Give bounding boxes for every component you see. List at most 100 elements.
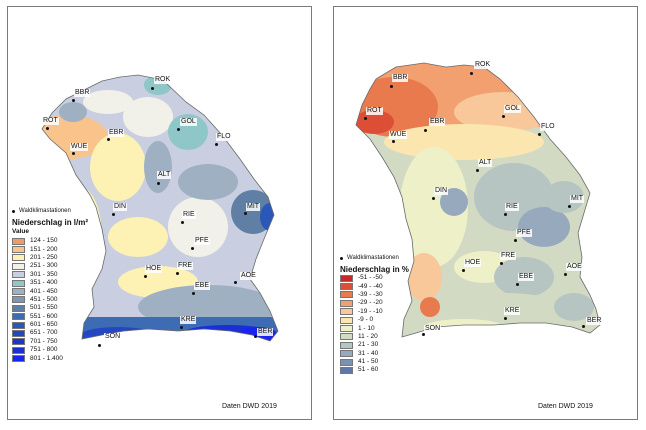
legend-class-row: 501 - 550 (12, 304, 88, 312)
legend-class-row: 351 - 400 (12, 279, 88, 287)
station-label-wue: WUE (70, 143, 89, 151)
station-label-flo: FLO (540, 123, 556, 131)
station-label-flo: FLO (216, 133, 232, 141)
map-legend: Waldklimastationen Niederschlag in l/m² … (12, 207, 88, 363)
legend-class-row: 11 - 20 (340, 333, 409, 341)
legend-title: Niederschlag in % (340, 265, 409, 274)
station-marker (176, 272, 179, 275)
legend-class-label: 31 - 40 (358, 349, 379, 357)
legend-class-label: -51 - -50 (358, 274, 383, 282)
station-label-fre: FRE (177, 262, 193, 270)
legend-class-label: -39 - -30 (358, 290, 383, 298)
legend-class-row: -9 - 0 (340, 316, 409, 324)
legend-station-marker: Waldklimastationen (12, 207, 88, 215)
station-label-rot: ROT (366, 107, 383, 115)
legend-swatch (12, 304, 25, 312)
station-marker (215, 143, 218, 146)
legend-class-row: 701 - 750 (12, 338, 88, 346)
legend-class-row: 41 - 50 (340, 358, 409, 366)
legend-class-row: 751 - 800 (12, 346, 88, 354)
station-label-ber: BER (586, 317, 603, 325)
station-marker (254, 335, 257, 338)
legend-class-row: 451 - 500 (12, 296, 88, 304)
station-marker (72, 152, 75, 155)
station-marker (192, 292, 195, 295)
legend-swatch (12, 279, 25, 287)
station-marker (72, 99, 75, 102)
legend-station-marker: Waldklimastationen (340, 254, 409, 262)
legend-class-label: -49 - -40 (358, 282, 383, 290)
station-marker (390, 85, 393, 88)
station-marker (107, 138, 110, 141)
legend-marker-label: Waldklimastationen (19, 208, 71, 214)
map-legend: Waldklimastationen Niederschlag in % -51… (340, 254, 409, 375)
legend-class-row: 301 - 350 (12, 271, 88, 279)
legend-class-row: 601 - 650 (12, 321, 88, 329)
legend-swatch (340, 366, 353, 374)
station-label-rie: RIE (182, 211, 196, 219)
station-marker (234, 281, 237, 284)
station-marker (432, 197, 435, 200)
legend-class-row: 551 - 600 (12, 313, 88, 321)
legend-classes: -51 - -50 -49 - -40 -39 - -30 -29 - -20 -19 … (340, 274, 409, 375)
station-marker (514, 239, 517, 242)
station-label-alt: ALT (157, 171, 172, 179)
station-label-pfe: PFE (516, 229, 532, 237)
station-label-ebe: EBE (194, 282, 211, 290)
legend-class-label: 41 - 50 (358, 358, 379, 366)
station-label-hoe: HOE (464, 259, 482, 267)
legend-class-label: 651 - 700 (30, 329, 58, 337)
legend-swatch (340, 274, 353, 282)
station-label-gol: GOL (180, 118, 197, 126)
station-label-gol: GOL (504, 105, 521, 113)
legend-class-row: 124 - 150 (12, 237, 88, 245)
legend-class-label: 551 - 600 (30, 312, 58, 320)
station-label-bbr: BBR (74, 89, 91, 97)
station-marker (504, 213, 507, 216)
station-marker (502, 115, 505, 118)
legend-swatch (340, 325, 353, 333)
legend-class-row: 251 - 300 (12, 262, 88, 270)
station-label-kre: KRE (504, 307, 521, 315)
legend-class-row: 401 - 450 (12, 287, 88, 296)
legend-swatch (340, 316, 353, 324)
legend-swatch (12, 237, 25, 245)
legend-swatch (12, 271, 25, 279)
precipitation-anomaly-map-panel: ROK BBR ROT GOL WUE EBR FLO ALT DIN MIT … (333, 6, 638, 420)
legend-class-row: -19 - -10 (340, 308, 409, 316)
station-label-ebr: EBR (108, 129, 125, 137)
station-marker (568, 205, 571, 208)
legend-class-label: 51 - 60 (358, 366, 379, 374)
legend-swatch (12, 313, 25, 321)
station-label-son: SON (424, 325, 442, 333)
legend-class-row: -51 - -50 (340, 274, 409, 282)
station-label-fre: FRE (500, 252, 516, 260)
station-marker (564, 273, 567, 276)
legend-class-row: 801 - 1.400 (12, 354, 88, 363)
legend-swatch (340, 341, 353, 349)
station-label-rot: ROT (42, 117, 59, 125)
station-marker (180, 326, 183, 329)
station-label-pfe: PFE (194, 237, 210, 245)
station-label-mit: MIT (246, 203, 261, 211)
legend-class-label: 601 - 650 (30, 321, 58, 329)
legend-swatch (12, 262, 25, 270)
legend-swatch (340, 291, 353, 299)
legend-title: Niederschlag in l/m² (12, 218, 89, 227)
precipitation-map (41, 74, 279, 342)
legend-class-label: 801 - 1.400 (30, 354, 63, 362)
legend-swatch (340, 358, 353, 366)
legend-class-row: 1 - 10 (340, 324, 409, 333)
legend-subtitle: Value (12, 228, 29, 235)
station-label-bbr: BBR (392, 74, 409, 82)
station-marker (500, 262, 503, 265)
data-credit: Daten DWD 2019 (538, 403, 593, 410)
legend-swatch (12, 254, 25, 262)
station-marker (181, 221, 184, 224)
legend-swatch (12, 329, 25, 337)
legend-class-label: 11 - 20 (358, 332, 378, 340)
station-label-hoe: HOE (145, 265, 163, 273)
station-label-aoe: AOE (566, 263, 583, 271)
legend-class-label: -19 - -10 (358, 307, 383, 315)
legend-class-label: 21 - 30 (358, 341, 379, 349)
